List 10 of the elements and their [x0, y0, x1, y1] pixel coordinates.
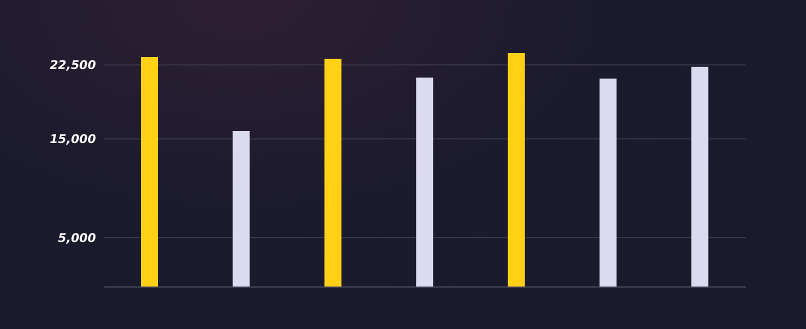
- bar: [141, 56, 158, 287]
- bar: [691, 66, 708, 287]
- bar: [416, 78, 434, 287]
- bar: [232, 131, 250, 287]
- bar: [508, 53, 525, 287]
- bar: [324, 58, 342, 287]
- y-tick-label: 5,000: [58, 230, 96, 245]
- bar: [600, 78, 617, 287]
- y-tick-label: 22,500: [50, 58, 96, 72]
- y-tick-label: 15,000: [50, 132, 96, 146]
